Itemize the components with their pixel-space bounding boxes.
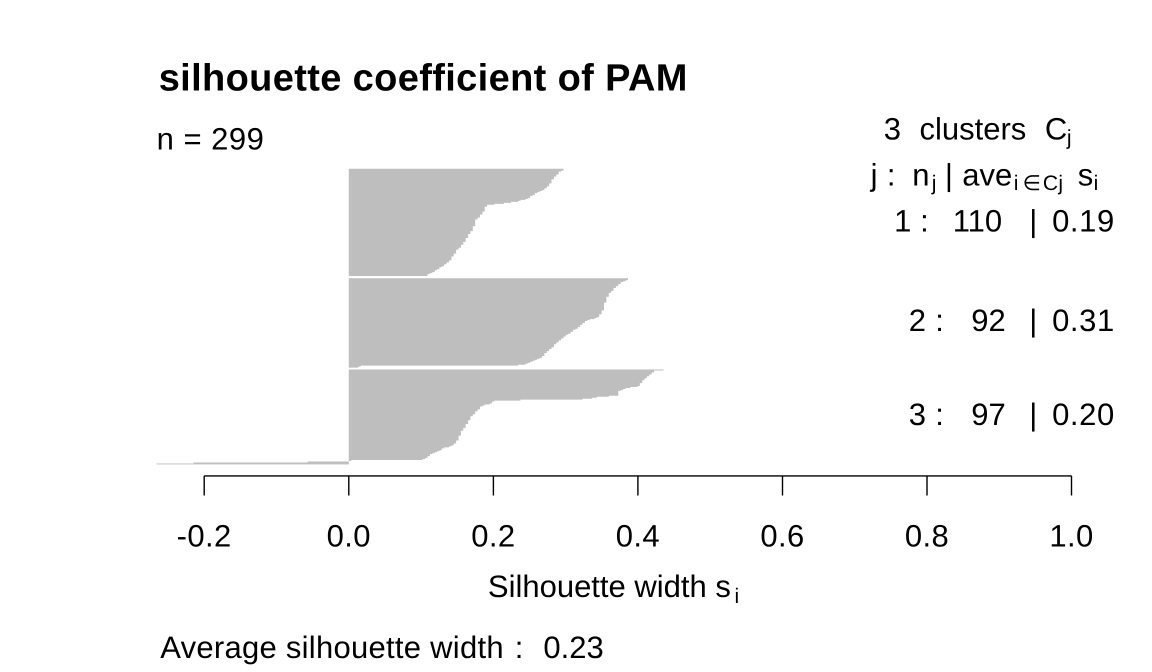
svg-text:j: j bbox=[931, 172, 937, 195]
svg-text:97: 97 bbox=[971, 397, 1005, 432]
svg-text:3: 3 bbox=[909, 397, 926, 432]
svg-text:C: C bbox=[1045, 112, 1067, 147]
svg-text:∈: ∈ bbox=[1023, 172, 1041, 195]
svg-text:3: 3 bbox=[884, 112, 901, 147]
svg-text::: : bbox=[935, 397, 944, 432]
svg-text:0.23: 0.23 bbox=[543, 630, 603, 665]
svg-text:0.6: 0.6 bbox=[760, 518, 804, 553]
svg-text:n: n bbox=[912, 158, 929, 193]
svg-text::: : bbox=[935, 303, 944, 338]
svg-text:0.19: 0.19 bbox=[1052, 204, 1115, 239]
svg-text::: : bbox=[920, 204, 929, 239]
svg-text:i: i bbox=[735, 585, 740, 608]
svg-text:i: i bbox=[1094, 172, 1099, 195]
svg-text:clusters: clusters bbox=[920, 112, 1027, 147]
svg-text:silhouette coefficient of PAM: silhouette coefficient of PAM bbox=[159, 58, 688, 100]
svg-text:2: 2 bbox=[909, 303, 926, 338]
svg-text::: : bbox=[515, 630, 524, 665]
svg-text:j: j bbox=[870, 158, 878, 193]
svg-text:s: s bbox=[1078, 158, 1094, 193]
svg-text:0.2: 0.2 bbox=[471, 518, 515, 553]
svg-text:|: | bbox=[945, 158, 953, 193]
svg-text:0.8: 0.8 bbox=[905, 518, 949, 553]
svg-text:C: C bbox=[1043, 172, 1058, 195]
svg-text:-0.2: -0.2 bbox=[177, 518, 232, 553]
svg-text:0.0: 0.0 bbox=[327, 518, 371, 553]
svg-text:1: 1 bbox=[894, 204, 911, 239]
svg-text:0.31: 0.31 bbox=[1052, 303, 1115, 338]
svg-text:0.4: 0.4 bbox=[616, 518, 660, 553]
svg-text:92: 92 bbox=[971, 303, 1005, 338]
svg-text:|: | bbox=[1029, 204, 1037, 239]
svg-text:ave: ave bbox=[962, 158, 1012, 193]
svg-text:Silhouette width s: Silhouette width s bbox=[488, 569, 731, 604]
svg-text:1.0: 1.0 bbox=[1049, 518, 1093, 553]
svg-text:j: j bbox=[1057, 172, 1063, 195]
svg-text::: : bbox=[887, 158, 896, 193]
svg-text:|: | bbox=[1029, 397, 1037, 432]
svg-text:j: j bbox=[1066, 127, 1072, 150]
svg-text:n = 299: n = 299 bbox=[157, 121, 265, 156]
svg-text:|: | bbox=[1029, 303, 1037, 338]
svg-text:Average silhouette width: Average silhouette width bbox=[160, 630, 504, 665]
svg-text:110: 110 bbox=[953, 204, 1002, 239]
svg-text:i: i bbox=[1014, 172, 1019, 195]
svg-text:0.20: 0.20 bbox=[1052, 397, 1115, 432]
